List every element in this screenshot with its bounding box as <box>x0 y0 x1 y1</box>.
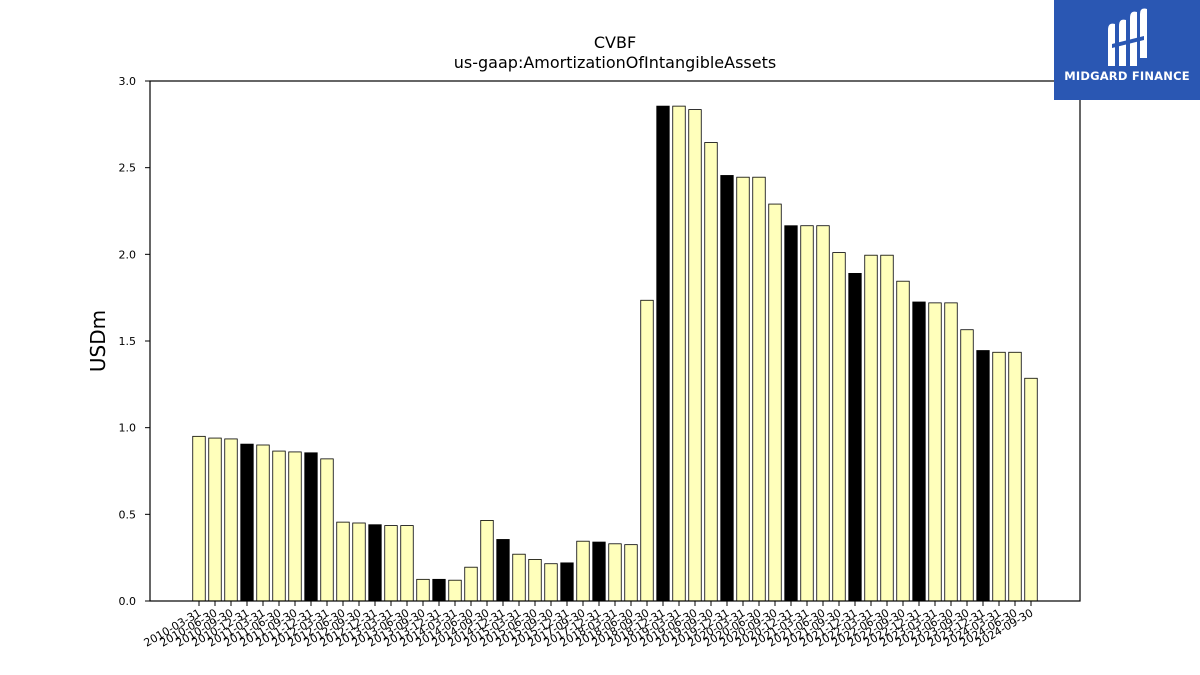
y-axis-ticks: 0.0 0.5 1.0 1.5 2.0 2.5 3.0 <box>119 75 150 608</box>
bar-2010-03-31 <box>192 435 206 602</box>
bar-2011-03-31 <box>256 444 270 602</box>
bar-2010-09-30 <box>224 438 238 602</box>
bar-2013-03-31 <box>384 525 398 602</box>
bar-2019-12-31 <box>720 175 734 602</box>
midgard-logo-icon <box>1108 8 1147 67</box>
bar-2012-03-31 <box>320 458 334 602</box>
bar-2012-06-30 <box>336 521 350 602</box>
bar-2023-12-31 <box>976 350 990 602</box>
bar-2018-03-31 <box>608 543 622 602</box>
logo-text: MIDGARD FINANCE <box>1064 69 1190 83</box>
bar-2020-09-30 <box>768 203 782 602</box>
bar-2017-12-31 <box>592 541 606 602</box>
bar-2010-06-30 <box>208 437 222 602</box>
y-tick-label: 3.0 <box>119 75 137 88</box>
y-tick-label: 2.5 <box>119 162 137 175</box>
bar-2020-06-30 <box>752 176 766 602</box>
bar-2010-12-31 <box>240 443 254 602</box>
bar-2015-03-31 <box>512 553 526 602</box>
bar-2011-12-31 <box>304 452 318 602</box>
y-tick-label: 2.0 <box>119 248 137 261</box>
bar-2014-06-30 <box>464 566 478 602</box>
chart-subtitle: us-gaap:AmortizationOfIntangibleAssets <box>454 53 776 72</box>
bar-2019-03-31 <box>672 105 686 602</box>
bar-2011-09-30 <box>288 451 302 602</box>
bar-2012-12-31 <box>368 524 382 602</box>
y-axis-label: USDm <box>86 310 110 372</box>
bar-2014-03-31 <box>448 579 462 602</box>
bar-2021-09-30 <box>832 252 846 602</box>
bar-2020-03-31 <box>736 176 750 602</box>
midgard-finance-logo: MIDGARD FINANCE <box>1054 0 1200 100</box>
bar-2014-09-30 <box>480 520 494 602</box>
bar-2022-09-30 <box>896 280 910 602</box>
bar-2018-12-31 <box>656 105 670 602</box>
bar-2022-12-31 <box>912 301 926 602</box>
bar-2022-03-31 <box>864 254 878 602</box>
bar-2021-12-31 <box>848 272 862 602</box>
chart-title: CVBF <box>594 33 636 52</box>
bar-2015-09-30 <box>544 563 558 602</box>
plot-frame <box>149 80 1081 602</box>
bar-2013-09-30 <box>416 578 430 602</box>
y-tick-label: 1.0 <box>119 422 137 435</box>
bars-group <box>192 105 1038 602</box>
bar-2021-03-31 <box>800 225 814 602</box>
bar-2019-06-30 <box>688 109 702 602</box>
bar-2013-06-30 <box>400 525 414 602</box>
bar-2014-12-31 <box>496 539 510 602</box>
y-tick-label: 1.5 <box>119 335 137 348</box>
bar-2023-09-30 <box>960 329 974 602</box>
bar-2017-09-30 <box>576 540 590 602</box>
bar-2024-09-30 <box>1024 377 1038 602</box>
bar-2013-12-31 <box>432 578 446 602</box>
bar-2023-06-30 <box>944 302 958 602</box>
bar-2022-06-30 <box>880 254 894 602</box>
bar-2021-06-30 <box>816 225 830 602</box>
x-axis-ticks: 2010-03-312010-06-302010-09-302010-12-31… <box>142 601 1036 650</box>
bar-2020-12-31 <box>784 225 798 602</box>
bar-2019-09-30 <box>704 142 718 602</box>
bar-2015-12-31 <box>560 562 574 602</box>
bar-2023-03-31 <box>928 302 942 602</box>
bar-2018-06-30 <box>624 544 638 602</box>
bar-2018-09-30 <box>640 299 654 602</box>
bar-2024-06-30 <box>1008 351 1022 602</box>
bar-2015-06-30 <box>528 559 542 602</box>
bar-2012-09-30 <box>352 522 366 602</box>
y-tick-label: 0.5 <box>119 508 137 521</box>
bar-2024-03-31 <box>992 351 1006 602</box>
y-tick-label: 0.0 <box>119 595 137 608</box>
bar-2011-06-30 <box>272 450 286 602</box>
